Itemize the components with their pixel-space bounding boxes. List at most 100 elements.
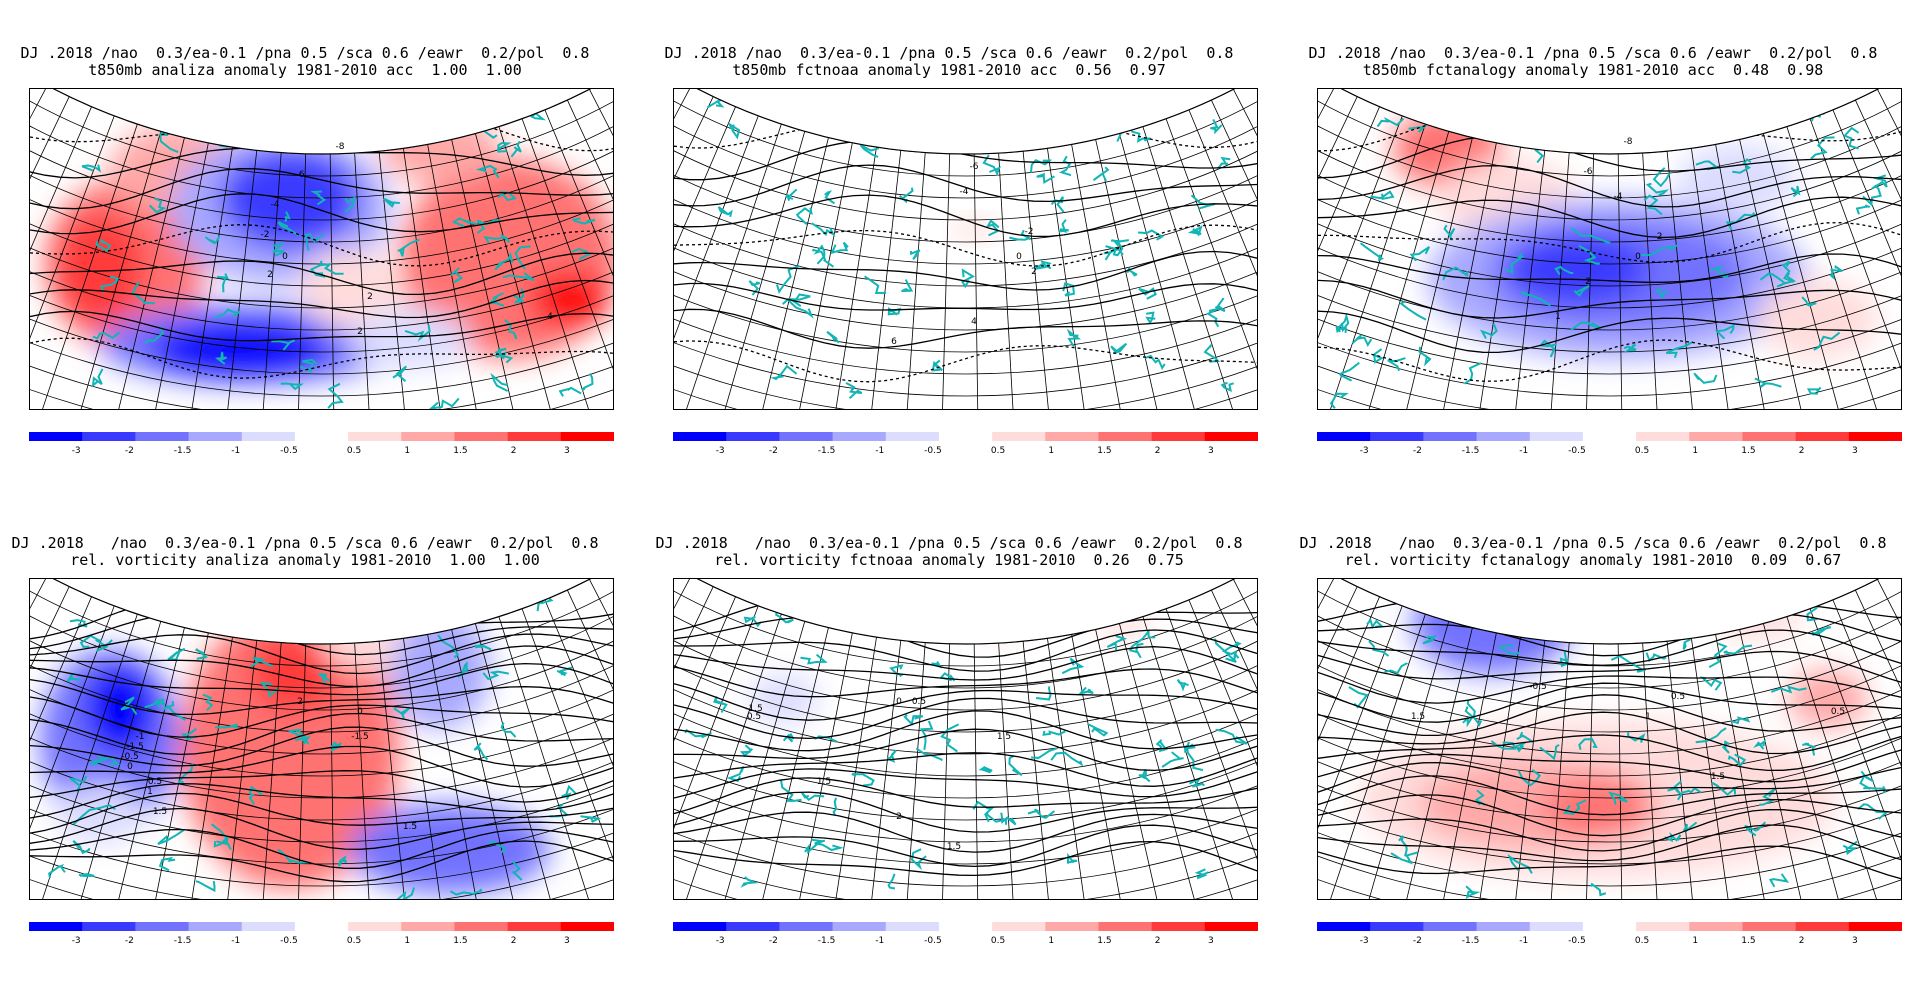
panel-title-line1: DJ .2018 /nao 0.3/ea-0.1 /pna 0.5 /sca 0… [1299, 534, 1887, 552]
parallel-line [1318, 629, 1901, 733]
coastline-segment [92, 331, 121, 340]
contour-label: 2 [1031, 267, 1037, 277]
meridian-line [1318, 605, 1403, 899]
colorbar-label: 3 [564, 446, 570, 456]
coastline-segment [449, 888, 483, 896]
contour-line [1318, 196, 1901, 239]
meridian-line [1832, 599, 1901, 899]
meridian-line [1432, 142, 1497, 409]
parallel-line [1318, 89, 1901, 177]
parallel-line [1318, 214, 1901, 331]
coastline-segment [1338, 361, 1360, 382]
coastline-segment [903, 714, 924, 727]
anomaly-blob [1543, 779, 1653, 839]
contour-line [674, 140, 1257, 181]
contour-lines [674, 120, 1257, 383]
coastline-segment [215, 351, 228, 365]
coastline-segment [904, 118, 924, 129]
coastline-segment [1359, 242, 1385, 261]
panel-title-line2: rel. vorticity fctanalogy anomaly 1981-2… [1344, 551, 1842, 569]
coastline-segment [415, 579, 432, 601]
colorbar-swatch [992, 922, 1046, 931]
colorbar-swatch [832, 922, 887, 931]
coastline-segment [1723, 644, 1753, 655]
colorbar-swatch [1204, 922, 1258, 931]
meridian-line [427, 634, 487, 899]
parallel-line [674, 610, 1257, 711]
colorbar-swatch [135, 922, 190, 931]
coastline-segment [1230, 650, 1240, 661]
colorbar-label: 2 [511, 446, 517, 456]
colorbar-label: 1 [1048, 936, 1054, 946]
coastline-segment [392, 365, 407, 383]
coastline-segment [1126, 267, 1138, 277]
parallel-line [674, 759, 1257, 887]
panel-title-line1: DJ .2018 /nao 0.3/ea-0.1 /pna 0.5 /sca 0… [664, 44, 1234, 62]
coastline-segment [475, 164, 500, 179]
coastline-segment [1061, 657, 1085, 675]
coastline-segment [1087, 723, 1109, 737]
coastline-segment [1732, 158, 1752, 174]
parallel-line [30, 251, 613, 375]
coastline-segment [210, 823, 228, 848]
coastline-segment [1664, 832, 1682, 843]
coastline-segment [1479, 323, 1498, 339]
meridian-line [354, 643, 374, 899]
coastline-segment [510, 140, 522, 158]
coastline-segment [811, 248, 835, 268]
coastline-segment [1145, 311, 1156, 325]
coastline-segment [1859, 770, 1875, 790]
coastline-segment [713, 696, 728, 714]
meridian-line [1762, 623, 1849, 899]
panel-title-line2: t850mb fctnoaa anomaly 1981-2010 acc 0.5… [732, 61, 1166, 79]
coastline-segment [1541, 586, 1558, 603]
coastline-segment [72, 804, 116, 826]
meridian-line [1095, 629, 1168, 899]
parallel-line [1318, 592, 1901, 689]
coastline-segment [81, 164, 102, 173]
coastline-segment [859, 144, 880, 158]
coastline-segment [1857, 803, 1890, 820]
meridian-line [674, 586, 714, 880]
colorbar-swatch [1098, 432, 1153, 441]
coastline-segment [1709, 265, 1730, 279]
colorbar-swatch [1529, 432, 1584, 441]
coastline-segment [1110, 342, 1128, 355]
coastline-segment [397, 238, 420, 257]
colorbar: -3 -2 -1.5 -1 -0.5 0.5 1 1.5 2 3 [673, 922, 1258, 952]
meridian-line [1642, 153, 1662, 409]
meridian-line [1546, 152, 1570, 409]
panel-vort-analiza: DJ .2018 /nao 0.3/ea-0.1 /pna 0.5 /sca 0… [0, 490, 614, 946]
colorbar-swatch [1582, 922, 1637, 931]
coastline-segment [985, 219, 1000, 237]
meridian-line [1691, 638, 1738, 899]
coastline-segment [483, 233, 511, 244]
map-background [674, 579, 1257, 899]
coastline-segment [1520, 290, 1551, 307]
coastline-segment [901, 279, 914, 293]
coastline-segment [271, 339, 296, 351]
colorbar-label: 2 [1155, 936, 1161, 946]
contour-label: 2 [267, 270, 273, 280]
colorbar-swatch [673, 922, 727, 931]
contour-label: 0.5 [747, 712, 761, 722]
coastline-segment [298, 617, 328, 632]
panel-vort-fctnoaa: DJ .2018 /nao 0.3/ea-0.1 /pna 0.5 /sca 0… [644, 490, 1258, 946]
parallel-line [1318, 176, 1901, 287]
colorbar-label: -1.5 [174, 936, 192, 946]
parallel-line [30, 629, 613, 733]
coastline-segment [1744, 821, 1767, 837]
contour-label: -6 [970, 162, 979, 172]
coastline-segment [826, 330, 840, 344]
contour-line [30, 633, 613, 675]
coastline-segment [500, 722, 517, 738]
panel-title-line1: DJ .2018 /nao 0.3/ea-0.1 /pna 0.5 /sca 0… [11, 534, 599, 552]
colorbar-swatch [1848, 922, 1902, 931]
colorbar-swatch [1045, 432, 1099, 441]
map-sector [30, 579, 613, 899]
colorbar-swatch [1529, 922, 1584, 931]
coastline-segment [272, 242, 285, 257]
contour-label: 1.5 [153, 807, 167, 817]
anomaly-blob [390, 609, 490, 729]
colorbar-label: -1.5 [1462, 446, 1480, 456]
